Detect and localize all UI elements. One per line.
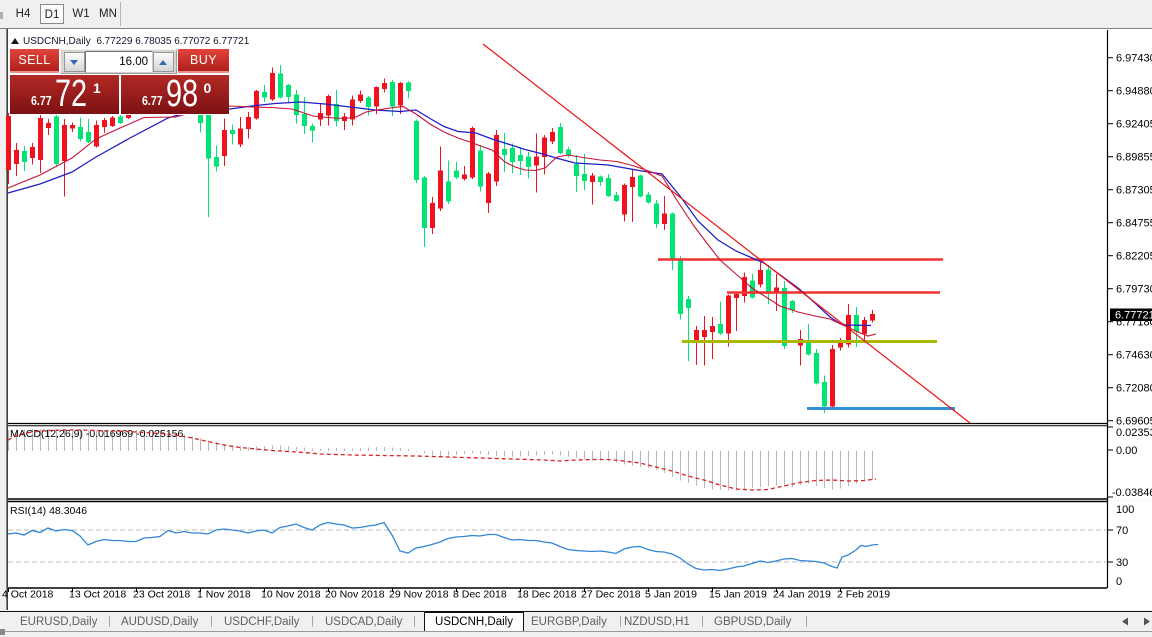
- svg-text:24 Jan 2019: 24 Jan 2019: [773, 589, 831, 601]
- svg-text:27 Dec 2018: 27 Dec 2018: [581, 589, 641, 601]
- svg-text:4 Oct 2018: 4 Oct 2018: [2, 589, 54, 601]
- svg-text:MACD(12,26,9) -0.016969 -0.025: MACD(12,26,9) -0.016969 -0.025156: [10, 428, 184, 440]
- svg-text:5 Jan 2019: 5 Jan 2019: [645, 589, 697, 601]
- svg-text:6.84755: 6.84755: [1116, 218, 1152, 230]
- svg-text:6.89855: 6.89855: [1116, 152, 1152, 164]
- svg-text:18 Dec 2018: 18 Dec 2018: [517, 589, 577, 601]
- svg-text:0.00: 0.00: [1116, 445, 1137, 457]
- svg-text:2 Feb 2019: 2 Feb 2019: [837, 589, 890, 601]
- svg-text:30: 30: [1116, 557, 1128, 569]
- svg-text:6.74630: 6.74630: [1116, 350, 1152, 362]
- svg-text:15 Jan 2019: 15 Jan 2019: [709, 589, 767, 601]
- svg-text:RSI(14) 48.3046: RSI(14) 48.3046: [10, 505, 87, 517]
- svg-text:-0.038466: -0.038466: [1112, 487, 1152, 499]
- svg-text:6.77721: 6.77721: [1115, 310, 1152, 322]
- svg-text:8 Dec 2018: 8 Dec 2018: [453, 589, 507, 601]
- svg-text:1 Nov 2018: 1 Nov 2018: [197, 589, 251, 601]
- svg-text:20 Nov 2018: 20 Nov 2018: [325, 589, 385, 601]
- svg-text:6.94880: 6.94880: [1116, 86, 1152, 98]
- svg-text:6.87305: 6.87305: [1116, 185, 1152, 197]
- svg-text:6.92405: 6.92405: [1116, 119, 1152, 131]
- svg-text:70: 70: [1116, 525, 1128, 537]
- svg-text:10 Nov 2018: 10 Nov 2018: [261, 589, 321, 601]
- svg-text:0.023534: 0.023534: [1116, 427, 1152, 439]
- svg-text:6.79730: 6.79730: [1116, 284, 1152, 296]
- svg-text:USDCNH,Daily 6.77229 6.78035: USDCNH,Daily 6.77229 6.78035 6.77072 6.7…: [23, 36, 250, 47]
- svg-text:23 Oct 2018: 23 Oct 2018: [133, 589, 190, 601]
- svg-text:13 Oct 2018: 13 Oct 2018: [69, 589, 126, 601]
- svg-text:6.72080: 6.72080: [1116, 383, 1152, 395]
- svg-text:6.82205: 6.82205: [1116, 251, 1152, 263]
- svg-text:100: 100: [1116, 504, 1134, 516]
- svg-text:0: 0: [1116, 576, 1122, 588]
- svg-text:6.69605: 6.69605: [1116, 416, 1152, 428]
- svg-text:29 Nov 2018: 29 Nov 2018: [389, 589, 449, 601]
- svg-text:6.97430: 6.97430: [1116, 53, 1152, 65]
